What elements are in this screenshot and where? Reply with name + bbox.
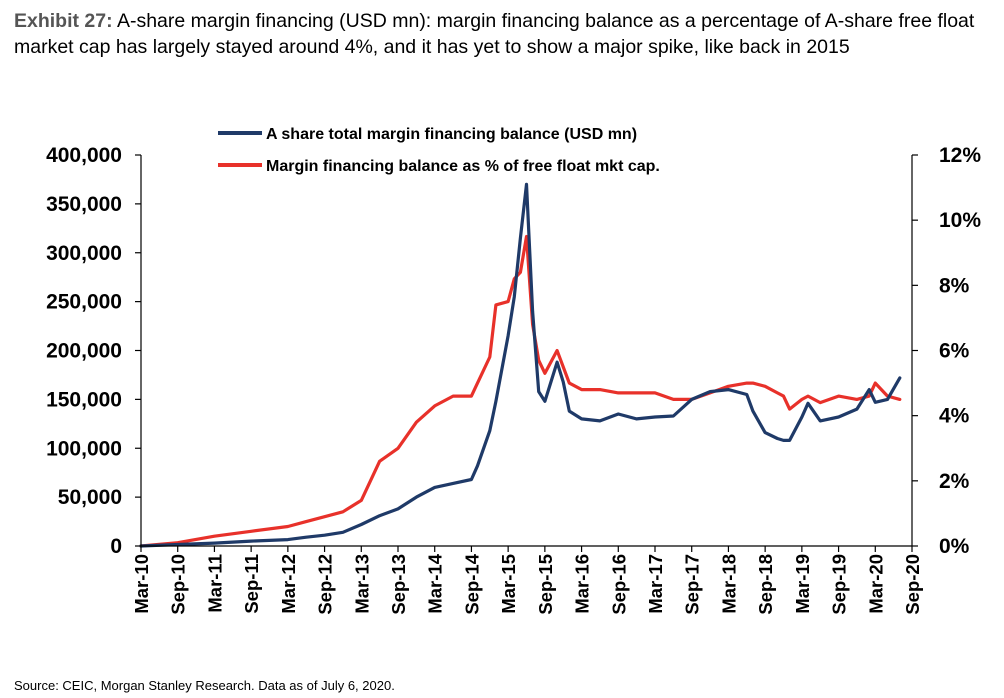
x-tick-label: Sep-14	[461, 553, 482, 614]
x-tick-label: Mar-17	[645, 554, 666, 614]
legend-percent-label: Margin financing balance as % of free fl…	[266, 158, 660, 175]
x-tick-label: Sep-19	[829, 554, 850, 615]
left-tick-label: 300,000	[46, 242, 122, 265]
x-tick-label: Sep-12	[315, 554, 336, 615]
source-note: Source: CEIC, Morgan Stanley Research. D…	[14, 678, 395, 693]
series-line-balance	[139, 182, 902, 548]
x-tick-label: Sep-17	[682, 554, 703, 615]
left-tick-label: 100,000	[46, 437, 122, 460]
x-tick-label: Mar-19	[792, 554, 813, 614]
right-tick-label: 4%	[939, 405, 970, 428]
right-tick-label: 2%	[939, 470, 970, 493]
x-tick-label: Sep-13	[388, 554, 409, 615]
x-tick-label: Mar-13	[351, 554, 372, 614]
x-tick-label: Mar-12	[278, 554, 299, 614]
right-tick-label: 0%	[939, 535, 970, 558]
x-tick-label: Mar-16	[572, 554, 593, 614]
right-tick-label: 10%	[939, 209, 981, 232]
x-tick-label: Mar-11	[204, 554, 225, 613]
left-tick-label: 350,000	[46, 193, 122, 216]
x-tick-label: Mar-10	[131, 554, 152, 614]
left-tick-label: 150,000	[46, 388, 122, 411]
x-tick-label: Sep-18	[755, 554, 776, 615]
x-tick-label: Mar-18	[718, 554, 739, 614]
x-tick-label: Mar-15	[498, 554, 519, 614]
x-tick-label: Mar-14	[425, 553, 446, 613]
right-tick-label: 6%	[939, 340, 970, 363]
x-tick-label: Sep-15	[535, 554, 556, 615]
x-tick-label: Sep-16	[608, 554, 629, 615]
x-tick-label: Sep-10	[168, 554, 189, 615]
x-tick-label: Sep-20	[902, 554, 923, 615]
right-tick-label: 12%	[939, 144, 981, 167]
exhibit-title: A-share margin financing (USD mn): margi…	[14, 10, 975, 58]
right-tick-label: 8%	[939, 274, 970, 297]
left-tick-label: 0	[110, 535, 122, 558]
exhibit-caption: Exhibit 27: A-share margin financing (US…	[14, 8, 989, 60]
legend-balance-label: A share total margin financing balance (…	[266, 126, 637, 143]
left-tick-label: 250,000	[46, 291, 122, 314]
left-tick-label: 50,000	[58, 486, 122, 509]
x-tick-label: Mar-20	[865, 554, 886, 614]
left-tick-label: 400,000	[46, 144, 122, 167]
series-line-percent	[139, 234, 902, 548]
x-tick-label: Sep-11	[241, 554, 262, 614]
left-tick-label: 200,000	[46, 340, 122, 363]
exhibit-label: Exhibit 27:	[14, 10, 113, 32]
